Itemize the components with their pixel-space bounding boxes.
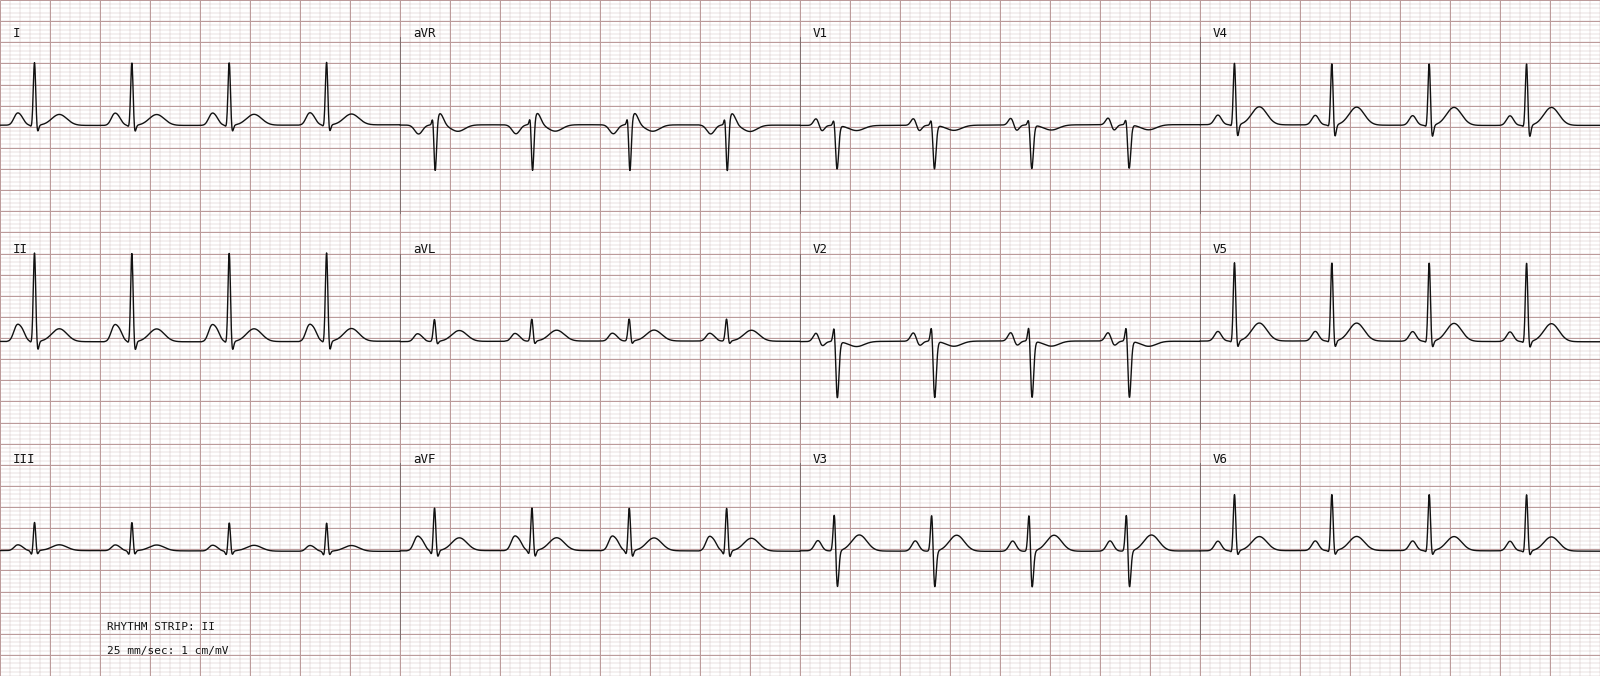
Text: V2: V2 (813, 243, 827, 256)
Text: II: II (13, 243, 27, 256)
Text: V3: V3 (813, 453, 827, 466)
Text: V6: V6 (1213, 453, 1227, 466)
Text: aVR: aVR (413, 27, 435, 40)
Text: aVL: aVL (413, 243, 435, 256)
Text: RHYTHM STRIP: II: RHYTHM STRIP: II (107, 622, 214, 632)
Text: III: III (13, 453, 35, 466)
Text: 25 mm/sec: 1 cm/mV: 25 mm/sec: 1 cm/mV (107, 646, 229, 656)
Text: I: I (13, 27, 21, 40)
Text: V4: V4 (1213, 27, 1227, 40)
Text: aVF: aVF (413, 453, 435, 466)
Text: V1: V1 (813, 27, 827, 40)
Text: V5: V5 (1213, 243, 1227, 256)
